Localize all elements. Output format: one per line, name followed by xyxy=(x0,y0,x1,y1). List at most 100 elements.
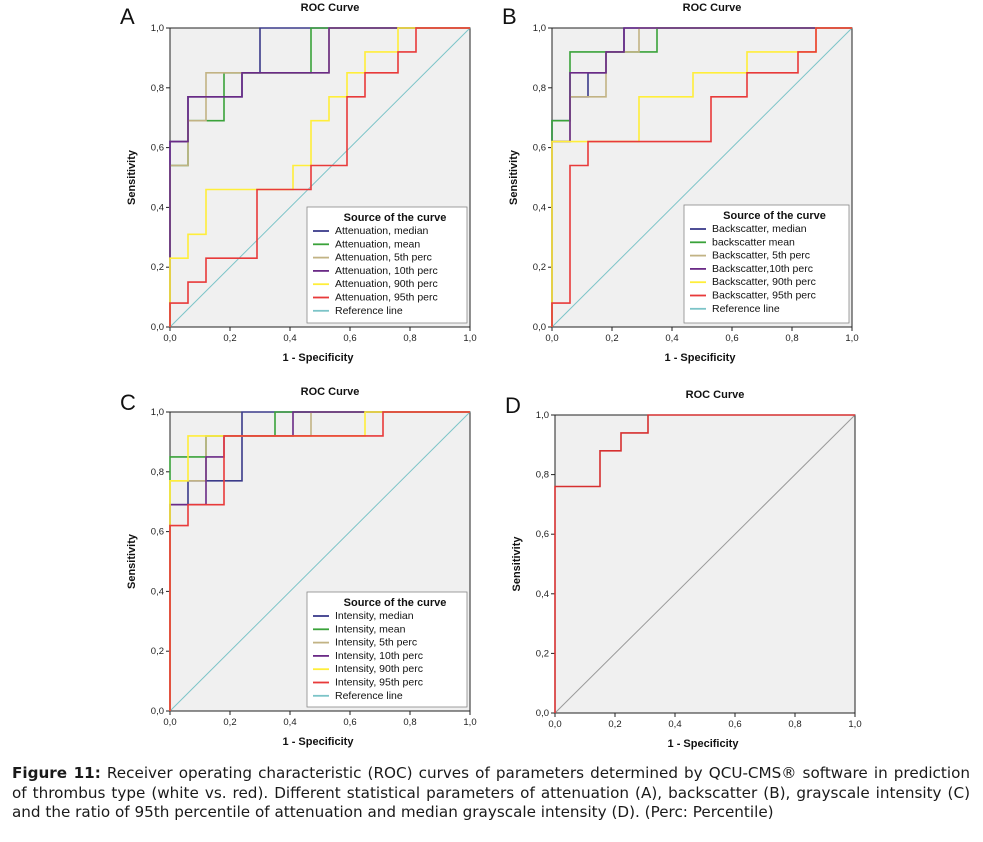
panel-b-x-tick-label: 0,0 xyxy=(545,333,558,344)
panel-a-y-tick-label: 0,6 xyxy=(151,143,164,154)
panel-b-legend-entry: Reference line xyxy=(712,303,780,315)
figure-11: A ROC Curve 0,0 0,2 0,4 0,6 0,8 1,0 0,0 0,2 0,4 0,6… xyxy=(120,2,862,750)
panel-a-legend-entry: Attenuation, mean xyxy=(335,238,420,250)
panel-a-legend-box xyxy=(306,206,468,324)
panel-d-y-tick-label: 1,0 xyxy=(536,410,549,421)
panel-c-legend-entry: Intensity, 95th perc xyxy=(335,677,423,689)
panel-a-legend-entry: Attenuation, 5th perc xyxy=(335,252,432,264)
panel-d-y-tick-label: 0,6 xyxy=(536,529,549,540)
panel-a-series-attenuation-10th-perc xyxy=(169,27,470,327)
panel-a: A ROC Curve 0,0 0,2 0,4 0,6 0,8 1,0 0,0 0,2 0,4 0,6… xyxy=(120,2,477,364)
panel-a-series-reference-line xyxy=(169,27,471,328)
panel-b-legend-entry: Backscatter, 90th perc xyxy=(712,276,816,288)
panel-c-y-tick-label: 0,4 xyxy=(151,586,164,597)
panel-b-series-reference-line xyxy=(551,27,853,328)
panel-a-x-tick-label: 0,6 xyxy=(343,333,356,344)
panel-a-legend-title: Source of the curve xyxy=(344,212,447,224)
panel-a-y-tick-label: 0,8 xyxy=(151,83,164,94)
panel-a-legend-entry: Attenuation, 95th perc xyxy=(335,292,438,304)
panel-a-letter: A xyxy=(120,4,135,29)
panel-c-series-intensity-95th-perc xyxy=(169,411,470,711)
panel-b-legend-entry: Backscatter, median xyxy=(712,223,807,235)
panel-c-x-tick-label: 1,0 xyxy=(463,717,476,728)
panel-b-x-tick-label: 0,4 xyxy=(665,333,678,344)
panel-c-title: ROC Curve xyxy=(301,386,360,398)
panel-a-title: ROC Curve xyxy=(301,2,360,14)
panel-a-x-axis-label: 1 - Specificity xyxy=(283,352,355,364)
panel-c-x-tick-label: 0,8 xyxy=(403,717,416,728)
panel-c-legend-box xyxy=(306,591,468,708)
panel-c-letter: C xyxy=(120,390,136,415)
panel-c-y-tick-label: 1,0 xyxy=(151,407,164,418)
panel-b-legend-title: Source of the curve xyxy=(723,210,826,222)
panel-a-y-axis-label: Sensitivity xyxy=(126,149,138,205)
panel-a-y-tick-label: 0,0 xyxy=(151,322,164,333)
panel-a-legend-entry: Reference line xyxy=(335,305,403,317)
panel-a-legend-entry: Attenuation, 10th perc xyxy=(335,265,438,277)
panel-b-legend-entry: Backscatter, 5th perc xyxy=(712,250,810,262)
panel-b-legend-entry: backscatter mean xyxy=(712,236,795,248)
panel-b-y-tick-label: 0,4 xyxy=(533,202,546,213)
caption-label: Figure 11: xyxy=(12,764,101,782)
panel-a-y-tick-label: 1,0 xyxy=(151,23,164,34)
panel-b-series-backscatter-95th-perc xyxy=(551,27,852,327)
panel-a-series-attenuation-90th-perc xyxy=(169,27,470,327)
panel-d-y-axis-label: Sensitivity xyxy=(511,536,523,592)
panel-b-title: ROC Curve xyxy=(683,2,742,14)
panel-d-y-tick-label: 0,4 xyxy=(536,589,549,600)
panel-b-legend-box xyxy=(683,204,850,324)
panel-d-x-tick-label: 0,8 xyxy=(788,719,801,730)
roc-figure: A ROC Curve 0,0 0,2 0,4 0,6 0,8 1,0 0,0 0,2 0,4 0,6… xyxy=(120,2,862,750)
panel-b-x-axis-label: 1 - Specificity xyxy=(665,352,737,364)
panel-c-x-tick-label: 0,2 xyxy=(223,717,236,728)
panel-b-letter: B xyxy=(502,4,517,29)
panel-a-x-tick-label: 0,4 xyxy=(283,333,296,344)
panel-c-legend-entry: Intensity, 10th perc xyxy=(335,650,423,662)
panel-a-y-tick-label: 0,4 xyxy=(151,202,164,213)
panel-b-y-tick-label: 0,6 xyxy=(533,143,546,154)
panel-d-x-axis-label: 1 - Specificity xyxy=(668,738,740,750)
panel-b-x-tick-label: 1,0 xyxy=(845,333,858,344)
panel-d-series-ratio-of-95th-percentile-attenuation-and-median-intensity xyxy=(554,414,855,713)
panel-a-legend-entry: Attenuation, 90th perc xyxy=(335,278,438,290)
panel-c-x-tick-label: 0,4 xyxy=(283,717,296,728)
panel-c-y-axis-label: Sensitivity xyxy=(126,533,138,589)
panel-b-x-tick-label: 0,8 xyxy=(785,333,798,344)
panel-d-x-tick-label: 0,0 xyxy=(548,719,561,730)
panel-b-x-tick-label: 0,2 xyxy=(605,333,618,344)
panel-b-x-tick-label: 0,6 xyxy=(725,333,738,344)
figure-caption: Figure 11: Receiver operating characteri… xyxy=(12,764,970,823)
panel-d-x-tick-label: 0,2 xyxy=(608,719,621,730)
panel-d-x-tick-label: 0,6 xyxy=(728,719,741,730)
panel-b-y-tick-label: 0,0 xyxy=(533,322,546,333)
panel-c-y-tick-label: 0,8 xyxy=(151,467,164,478)
panel-c-x-tick-label: 0,6 xyxy=(343,717,356,728)
panel-d-x-tick-label: 0,4 xyxy=(668,719,681,730)
panel-a-legend-entry: Attenuation, median xyxy=(335,225,429,237)
panel-b-legend-entry: Backscatter, 95th perc xyxy=(712,290,816,302)
panel-a-y-tick-label: 0,2 xyxy=(151,262,164,273)
panel-b-y-tick-label: 0,8 xyxy=(533,83,546,94)
panel-b-legend-entry: Backscatter,10th perc xyxy=(712,263,813,275)
panel-c-legend-entry: Reference line xyxy=(335,690,403,702)
panel-c-y-tick-label: 0,2 xyxy=(151,646,164,657)
panel-d: D ROC Curve 0,0 0,2 0,4 0,6 0,8 1,0 0,0 0,2 0,4 0,6… xyxy=(505,389,862,750)
caption-text: Receiver operating characteristic (ROC) … xyxy=(12,764,970,821)
panel-c: C ROC Curve 0,0 0,2 0,4 0,6 0,8 1,0 0,0 0,2 0,4 0,6… xyxy=(120,386,477,748)
panel-c-y-tick-label: 0,6 xyxy=(151,527,164,538)
panel-c-legend-entry: Intensity, mean xyxy=(335,623,406,635)
panel-c-x-axis-label: 1 - Specificity xyxy=(283,736,355,748)
panel-b-y-tick-label: 0,2 xyxy=(533,262,546,273)
panel-c-series-intensity-90th-perc xyxy=(169,411,470,711)
panel-a-series-attenuation-95th-perc xyxy=(169,27,470,327)
panel-b-y-axis-label: Sensitivity xyxy=(508,149,520,205)
panel-c-legend-entry: Intensity, 90th perc xyxy=(335,663,423,675)
panel-c-x-tick-label: 0,0 xyxy=(163,717,176,728)
panel-a-x-tick-label: 0,8 xyxy=(403,333,416,344)
panel-d-y-tick-label: 0,2 xyxy=(536,648,549,659)
panel-d-y-tick-label: 0,0 xyxy=(536,708,549,719)
panel-d-series-reference-line xyxy=(554,414,856,714)
panel-a-x-tick-label: 1,0 xyxy=(463,333,476,344)
